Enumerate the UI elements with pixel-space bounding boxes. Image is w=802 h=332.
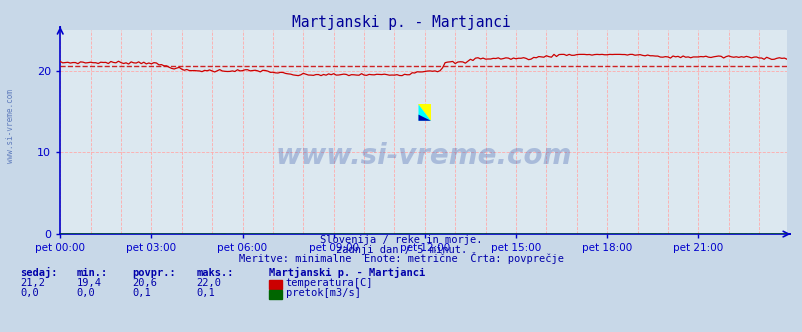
Polygon shape [418, 104, 431, 121]
Text: 0,1: 0,1 [196, 288, 215, 298]
Text: Meritve: minimalne  Enote: metrične  Črta: povprečje: Meritve: minimalne Enote: metrične Črta:… [239, 252, 563, 264]
Text: Martjanski p. - Martjanci: Martjanski p. - Martjanci [292, 15, 510, 30]
Text: 0,0: 0,0 [76, 288, 95, 298]
Text: 0,0: 0,0 [20, 288, 38, 298]
Text: pretok[m3/s]: pretok[m3/s] [286, 288, 360, 298]
Text: 0,1: 0,1 [132, 288, 151, 298]
Text: Martjanski p. - Martjanci: Martjanski p. - Martjanci [269, 267, 425, 278]
Text: www.si-vreme.com: www.si-vreme.com [6, 89, 15, 163]
Text: temperatura[C]: temperatura[C] [286, 278, 373, 288]
Text: 22,0: 22,0 [196, 278, 221, 288]
Text: maks.:: maks.: [196, 268, 234, 278]
Text: 20,6: 20,6 [132, 278, 157, 288]
Text: sedaj:: sedaj: [20, 267, 58, 278]
Polygon shape [418, 104, 431, 121]
Text: zadnji dan / 5 minut.: zadnji dan / 5 minut. [335, 245, 467, 255]
Text: www.si-vreme.com: www.si-vreme.com [275, 142, 571, 170]
Text: 21,2: 21,2 [20, 278, 45, 288]
Text: 19,4: 19,4 [76, 278, 101, 288]
Polygon shape [418, 115, 431, 121]
Text: povpr.:: povpr.: [132, 268, 176, 278]
Text: Slovenija / reke in morje.: Slovenija / reke in morje. [320, 235, 482, 245]
Text: min.:: min.: [76, 268, 107, 278]
